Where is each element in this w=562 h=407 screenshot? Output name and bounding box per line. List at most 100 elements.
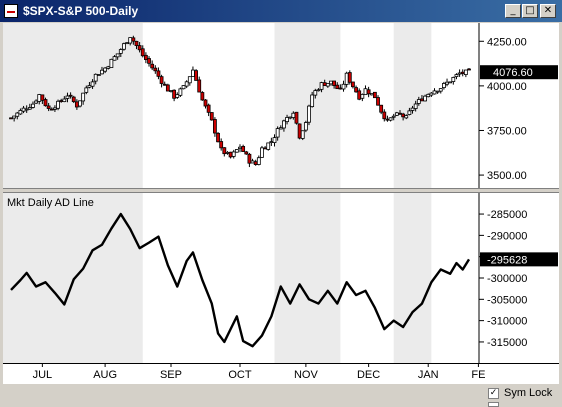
price-candle	[338, 87, 343, 90]
price-candle	[125, 42, 129, 45]
price-candle	[40, 94, 45, 101]
price-pane[interactable]: 3500.00 3750.00 4000.00 4250.00 4076.60	[3, 23, 559, 363]
time-axis-bg	[3, 363, 559, 384]
price-candle	[100, 69, 104, 75]
price-candle	[341, 83, 346, 90]
ad-last-value-box	[480, 252, 558, 267]
month-label: SEP	[160, 369, 182, 381]
price-candle	[442, 83, 446, 89]
ad-tick-label: -315000	[487, 337, 527, 349]
price-candle	[241, 146, 246, 152]
sym-lock-checkbox[interactable]: ✓	[488, 388, 499, 399]
price-candle	[313, 90, 318, 96]
price-shade-band	[274, 23, 341, 188]
price-candle	[275, 128, 280, 138]
price-candle	[432, 90, 437, 95]
ad-tick-label: -310000	[487, 316, 527, 328]
price-candle	[115, 53, 120, 58]
pane-divider	[3, 188, 559, 193]
price-candle	[128, 37, 133, 44]
price-candle	[366, 89, 371, 95]
price-candle	[213, 119, 217, 134]
chart-area[interactable]: 3500.00 3750.00 4000.00 4250.00 4076.60 Mkt …	[3, 23, 559, 384]
price-candle	[351, 81, 355, 88]
price-candle	[219, 141, 224, 149]
ad-shade-band	[3, 193, 143, 363]
price-candle	[203, 99, 208, 107]
price-candle	[43, 99, 48, 107]
month-label: JAN	[418, 369, 439, 381]
price-candle	[247, 153, 252, 164]
price-tick-label: 4000.00	[487, 81, 527, 93]
price-candle	[354, 87, 358, 93]
price-candle	[429, 92, 434, 96]
maximize-button[interactable]: □	[522, 4, 538, 18]
price-candle	[357, 90, 362, 100]
price-candle	[65, 95, 70, 99]
price-candle	[272, 137, 277, 144]
price-candle	[260, 147, 264, 158]
price-candle	[169, 90, 173, 92]
price-candle	[122, 43, 126, 50]
price-candle	[68, 94, 73, 97]
price-candle	[153, 67, 158, 72]
price-tick-label: 4250.00	[487, 36, 527, 48]
price-candle	[131, 37, 136, 42]
price-candle	[300, 130, 305, 139]
price-candle	[15, 112, 20, 117]
price-candle	[288, 116, 293, 119]
price-candle	[457, 72, 462, 75]
price-candle	[332, 80, 337, 86]
price-candle	[103, 67, 108, 72]
price-candle	[266, 142, 271, 150]
price-candle	[200, 92, 205, 101]
ad-pane-title: Mkt Daily AD Line	[7, 197, 94, 209]
price-candle	[140, 48, 145, 57]
price-candle	[143, 54, 148, 60]
price-candle	[335, 84, 340, 90]
price-candle	[112, 56, 117, 61]
ad-shade-band	[393, 193, 432, 363]
price-candle	[93, 73, 98, 82]
price-candle	[106, 66, 111, 69]
price-candle	[256, 157, 261, 165]
price-candle	[81, 92, 86, 102]
close-button[interactable]: ✕	[540, 4, 556, 18]
price-candle	[187, 76, 192, 84]
price-candle	[31, 103, 35, 108]
price-candle	[278, 127, 283, 130]
price-candle	[451, 77, 456, 82]
price-candle	[379, 104, 384, 113]
price-candle	[250, 160, 255, 164]
ad-tick-label: -285000	[487, 209, 527, 221]
price-candle	[423, 95, 427, 102]
price-candle	[322, 82, 327, 87]
ad-line-pane[interactable]: Mkt Daily AD Line-285000-290000-295000-3…	[3, 193, 558, 363]
price-candle	[90, 81, 95, 87]
price-candle	[376, 97, 380, 106]
price-candle	[297, 123, 302, 139]
price-candle	[291, 112, 296, 118]
price-candle	[303, 122, 308, 131]
price-candle	[307, 105, 311, 123]
price-candle	[231, 151, 236, 157]
app-icon[interactable]	[4, 4, 18, 18]
price-candle	[467, 68, 471, 71]
price-candle	[197, 79, 202, 93]
price-candle	[172, 89, 177, 99]
month-label: FE	[471, 369, 485, 381]
int-lock-checkbox[interactable]	[488, 402, 499, 407]
price-candle	[344, 72, 349, 85]
price-candle	[310, 94, 315, 108]
price-candle	[407, 110, 412, 115]
price-candle	[194, 70, 198, 81]
price-candle	[394, 112, 399, 116]
ad-tick-label: -300000	[487, 273, 527, 285]
price-candle	[62, 98, 67, 103]
chart-canvas[interactable]: 3500.00 3750.00 4000.00 4250.00 4076.60 Mkt …	[3, 23, 559, 384]
window-titlebar: $SPX-S&P 500-Daily _ □ ✕	[0, 0, 562, 22]
price-candle	[382, 111, 387, 120]
price-candle	[404, 115, 409, 119]
minimize-button[interactable]: _	[505, 4, 521, 18]
price-candle	[175, 94, 180, 98]
